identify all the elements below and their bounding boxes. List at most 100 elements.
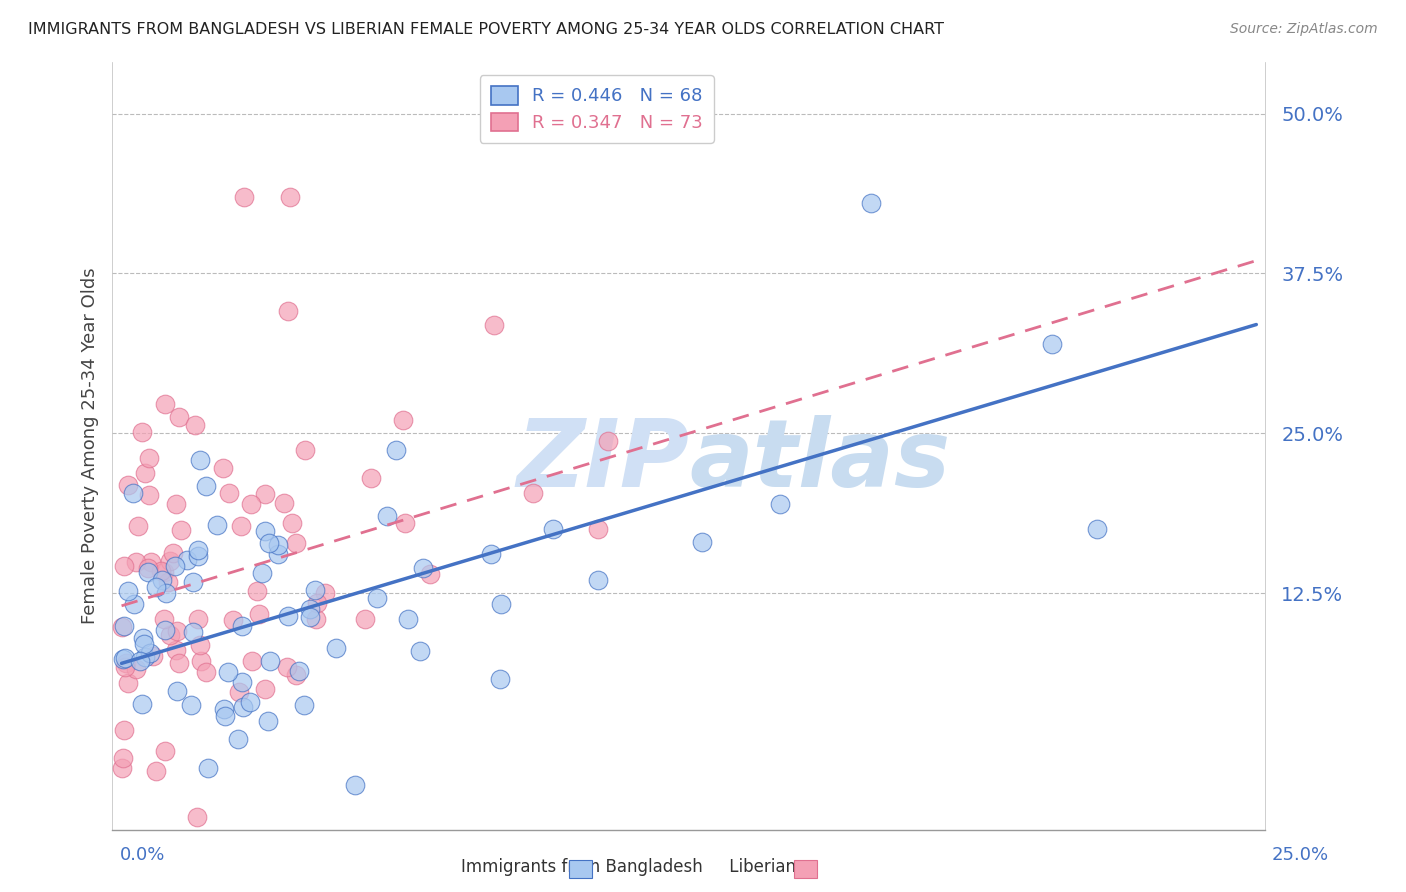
Point [284,536,307,550]
Point [165,497,187,511]
Point [134,466,156,480]
Point [259,536,281,550]
Point [239,498,262,512]
Point [281,516,304,530]
Point [541,522,564,536]
Point [305,611,328,625]
Point [253,524,276,539]
Point [136,565,159,579]
Point [277,303,299,318]
Point [214,708,236,723]
Point [150,565,173,579]
Point [375,509,398,524]
Point [277,609,299,624]
Point [769,496,792,510]
Legend: R = 0.446   N = 68, R = 0.347   N = 73: R = 0.446 N = 68, R = 0.347 N = 73 [479,75,714,143]
Point [409,644,432,658]
Point [294,443,316,458]
Point [276,659,298,673]
Point [136,561,159,575]
Point [117,477,139,491]
Point [419,566,441,581]
Text: Liberians: Liberians [703,858,804,876]
Point [214,702,236,716]
Point [166,643,188,657]
Text: Source: ZipAtlas.com: Source: ZipAtlas.com [1230,22,1378,37]
Text: ZIP: ZIP [516,416,689,508]
Point [314,586,336,600]
Point [159,628,181,642]
Point [155,585,177,599]
Point [114,660,136,674]
Point [246,584,269,599]
Text: Immigrants from Bangladesh: Immigrants from Bangladesh [461,858,703,876]
Point [1087,522,1109,536]
Point [256,714,278,728]
Point [131,425,153,439]
Point [170,523,193,537]
Text: 0.0%: 0.0% [120,846,165,863]
Point [394,516,416,530]
Point [240,654,263,668]
Point [343,778,366,792]
Point [385,442,408,457]
Point [112,751,135,765]
Point [122,486,145,500]
Text: atlas: atlas [689,416,950,508]
Point [254,681,277,696]
Point [141,555,163,569]
Point [598,434,620,449]
Point [254,487,277,501]
Point [187,542,209,557]
Point [111,620,134,634]
Point [522,486,544,500]
Y-axis label: Female Poverty Among 25-34 Year Olds: Female Poverty Among 25-34 Year Olds [80,268,98,624]
Point [586,522,609,536]
Point [110,761,132,775]
Point [114,651,136,665]
Point [305,596,328,610]
Point [294,698,316,712]
Point [231,675,253,690]
Point [229,518,252,533]
Point [180,698,202,712]
Point [231,618,253,632]
Point [153,623,176,637]
Point [132,637,155,651]
Point [111,652,134,666]
Point [153,565,176,579]
Point [288,664,311,678]
Point [138,487,160,501]
Point [112,723,135,738]
Point [285,668,308,682]
Point [586,573,609,587]
Point [187,612,209,626]
Point [259,654,281,668]
Point [181,574,204,589]
Point [218,486,240,500]
Point [186,810,208,824]
Point [217,665,239,679]
Point [153,743,176,757]
Point [188,452,211,467]
Point [131,697,153,711]
Point [166,684,188,698]
Point [145,764,167,779]
Point [859,196,882,211]
Point [129,654,152,668]
Point [127,519,149,533]
Point [489,597,512,611]
Point [184,417,207,432]
Point [304,582,326,597]
Point [162,546,184,560]
Point [482,318,505,332]
Point [489,672,512,686]
Point [228,685,250,699]
Point [157,575,180,590]
Point [479,547,502,561]
Point [115,657,138,671]
Point [267,547,290,561]
Point [176,553,198,567]
Point [134,650,156,665]
Point [232,699,254,714]
